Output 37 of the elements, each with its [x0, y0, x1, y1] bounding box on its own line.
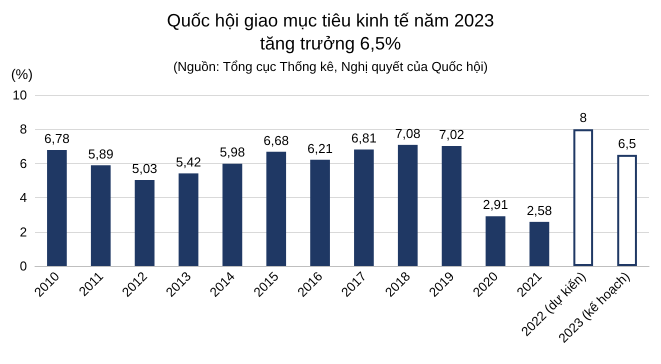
data-label: 2,58 — [526, 202, 552, 218]
y-tick-label: 4 — [20, 190, 27, 206]
y-tick-label: 8 — [20, 122, 27, 137]
data-label: 6,78 — [44, 131, 70, 146]
chart-subtitle: (Nguồn: Tổng cục Thống kê, Nghị quyết của Quốc hội) — [173, 59, 488, 74]
y-tick-label: 2 — [20, 224, 27, 240]
bar — [442, 146, 462, 266]
bar — [486, 216, 506, 266]
data-label: 5,98 — [220, 144, 246, 160]
y-tick-label: 0 — [20, 258, 27, 274]
bar — [178, 173, 198, 266]
bar — [398, 144, 418, 266]
bar — [266, 152, 286, 266]
data-label: 6,21 — [307, 140, 333, 156]
bar — [134, 180, 155, 266]
data-label: 6,81 — [351, 130, 377, 146]
data-label: 5,89 — [88, 146, 114, 162]
y-tick-label: 10 — [12, 88, 27, 102]
data-label: 7,08 — [395, 126, 420, 141]
data-label: 8 — [580, 110, 587, 126]
bar — [573, 129, 594, 266]
data-label: 7,02 — [438, 126, 464, 142]
bar — [90, 165, 111, 266]
y-axis-title: (%) — [11, 66, 33, 82]
bar — [222, 164, 242, 266]
bar — [529, 222, 550, 266]
data-label: 5,03 — [132, 160, 158, 176]
data-label: 2,91 — [482, 197, 508, 212]
bar — [310, 160, 330, 266]
data-label: 6,5 — [618, 136, 636, 151]
bar — [47, 150, 67, 266]
data-label: 5,42 — [176, 154, 202, 170]
bar — [354, 150, 374, 266]
y-tick-label: 6 — [20, 156, 27, 171]
bar — [617, 154, 637, 266]
chart-title: Quốc hội giao mục tiêu kinh tế năm 2023 tăng trưởng 6,5% — [166, 10, 494, 54]
data-label: 6,68 — [264, 132, 289, 148]
